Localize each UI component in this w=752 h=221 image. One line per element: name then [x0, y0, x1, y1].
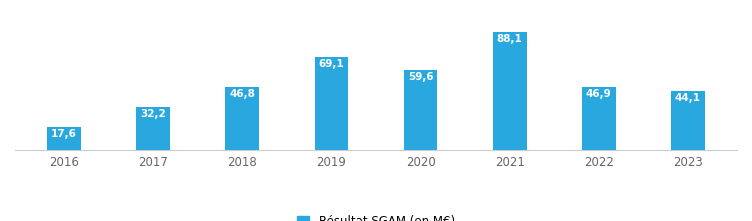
- Bar: [314, 57, 348, 150]
- Text: 46,9: 46,9: [586, 89, 611, 99]
- Text: 59,6: 59,6: [408, 72, 433, 82]
- Bar: [136, 107, 170, 150]
- Legend: Résultat SGAM (en M€): Résultat SGAM (en M€): [297, 215, 455, 221]
- Bar: [582, 87, 616, 150]
- Bar: [47, 127, 81, 150]
- Text: 17,6: 17,6: [51, 129, 77, 139]
- Text: 46,8: 46,8: [229, 89, 255, 99]
- Text: 44,1: 44,1: [675, 93, 701, 103]
- Text: 69,1: 69,1: [319, 59, 344, 69]
- Text: 32,2: 32,2: [141, 109, 166, 119]
- Bar: [404, 70, 438, 150]
- Bar: [671, 91, 705, 150]
- Bar: [226, 87, 259, 150]
- Text: 88,1: 88,1: [497, 34, 523, 44]
- Bar: [493, 32, 526, 150]
